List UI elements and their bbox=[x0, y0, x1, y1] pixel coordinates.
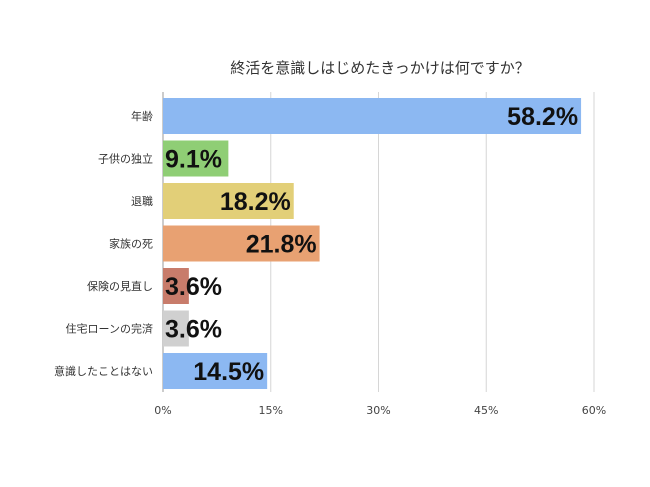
category-label: 家族の死 bbox=[109, 237, 153, 251]
x-tick-label: 0% bbox=[154, 404, 171, 417]
x-tick-label: 30% bbox=[366, 404, 390, 417]
bar bbox=[163, 268, 189, 304]
category-label: 退職 bbox=[131, 195, 153, 208]
category-label: 住宅ローンの完済 bbox=[66, 322, 153, 336]
x-tick-label: 60% bbox=[582, 404, 606, 417]
bar bbox=[163, 310, 189, 347]
bar bbox=[163, 140, 229, 177]
data-label: 21.8% bbox=[246, 231, 317, 259]
category-label: 子供の独立 bbox=[98, 152, 153, 166]
x-tick-label: 15% bbox=[259, 404, 283, 417]
bar bbox=[163, 353, 268, 389]
data-label: 14.5% bbox=[193, 358, 264, 386]
bar bbox=[163, 98, 582, 134]
category-label: 保険の見直し bbox=[87, 279, 153, 293]
category-label: 年齢 bbox=[131, 109, 153, 123]
bar bbox=[163, 183, 294, 219]
x-tick-label: 45% bbox=[474, 404, 498, 417]
data-label: 18.2% bbox=[220, 188, 291, 216]
chart-title: 終活を意識しはじめたきっかけは何ですか？ bbox=[230, 59, 529, 77]
data-label: 9.1% bbox=[165, 146, 222, 174]
value-labels: 58.2% 9.1% 18.2% 21.8% 3.6% 3.6% 14.5% bbox=[165, 103, 578, 386]
x-tick-labels: 0% 15% 30% 45% 60% bbox=[154, 404, 606, 417]
data-label: 3.6% bbox=[165, 273, 222, 301]
data-label: 58.2% bbox=[507, 103, 578, 131]
data-label: 3.6% bbox=[165, 316, 222, 344]
category-label: 意識したことはない bbox=[54, 364, 153, 378]
bar bbox=[163, 225, 320, 262]
bars bbox=[163, 98, 582, 389]
